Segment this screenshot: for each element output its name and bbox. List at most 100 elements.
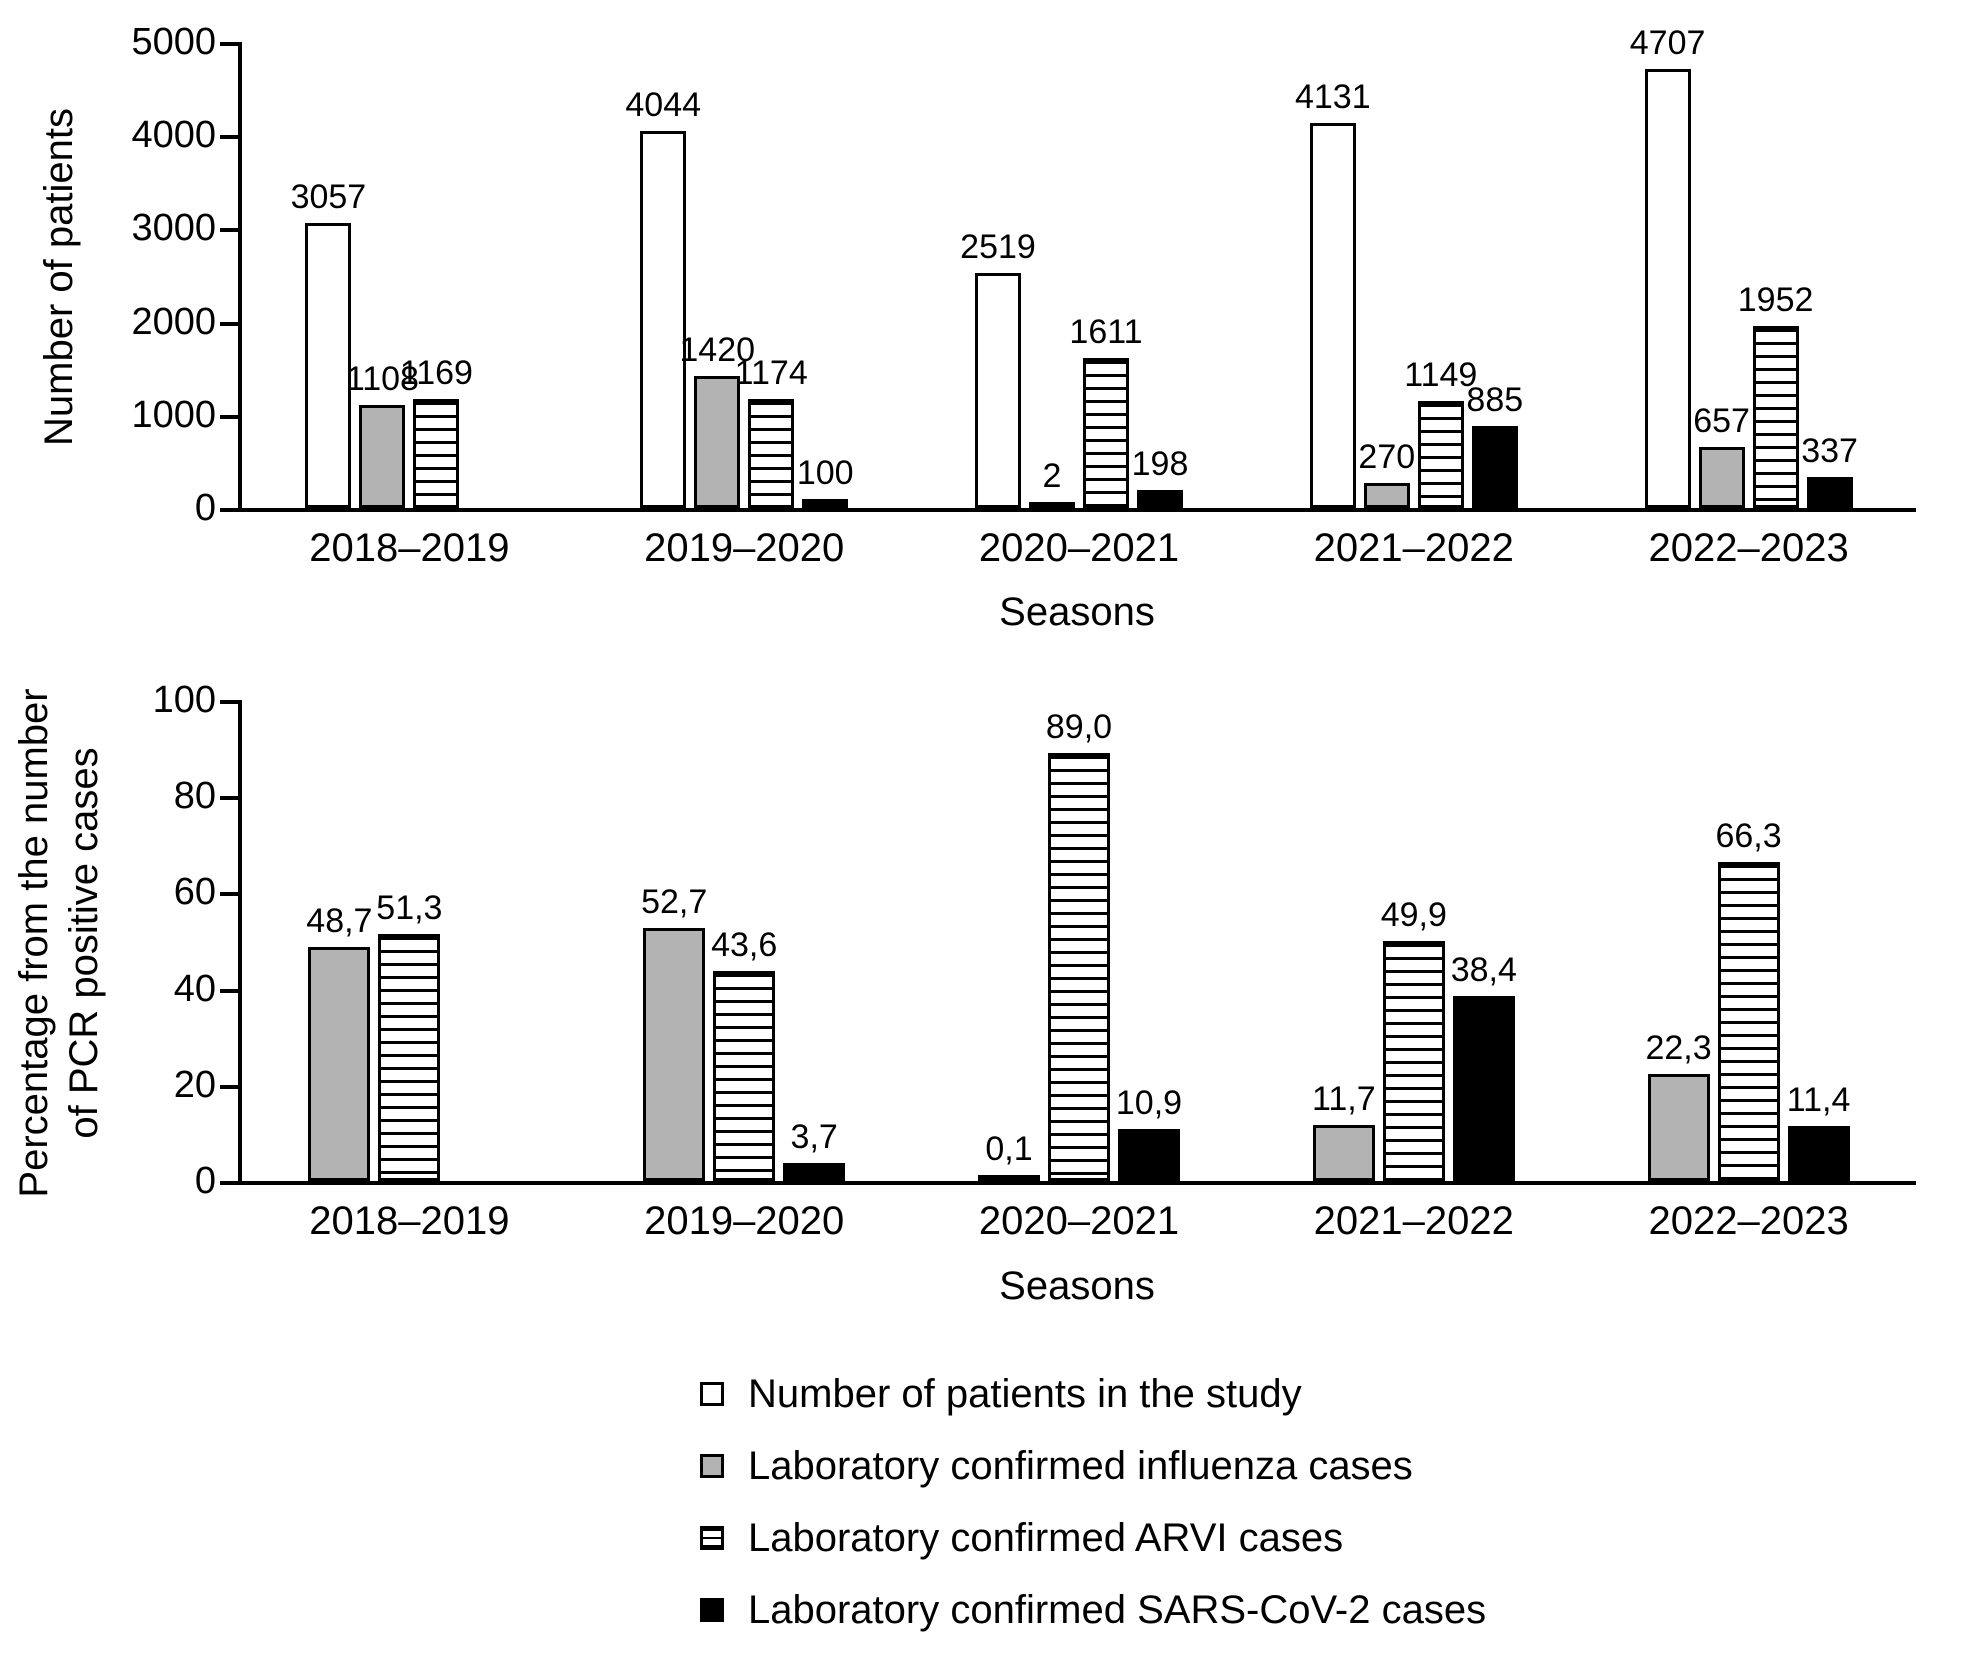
- bar-value-label: 4131: [1294, 78, 1371, 116]
- bar-value-label: 198: [1131, 444, 1189, 483]
- bar-slot: 11,4: [1786, 1081, 1851, 1181]
- bar-slot: 1420: [679, 333, 755, 508]
- bar-black: [783, 1163, 846, 1181]
- legend-label: Number of patients in the study: [748, 1372, 1302, 1416]
- x-axis-title: Seasons: [999, 1264, 1155, 1308]
- y-tick-label: 3000: [131, 207, 216, 250]
- bar-group: 52,7 43,6 3,7: [577, 885, 912, 1181]
- y-tick-label: 20: [173, 1063, 216, 1106]
- x-category-label: 2022–2023: [1648, 526, 1849, 570]
- bar-value-label: 11,4: [1786, 1081, 1851, 1120]
- bar-group: 4044 1420 1174 100: [577, 88, 912, 508]
- bar-striped: [1082, 357, 1129, 508]
- y-tick-label: 0: [194, 487, 216, 529]
- x-category-label: 2018–2019: [309, 1199, 510, 1243]
- bar-slot: 657: [1693, 404, 1750, 508]
- bar-value-label: 22,3: [1645, 1028, 1712, 1067]
- bar-slot: 2519: [960, 230, 1036, 508]
- bar-slot: 52,7: [641, 882, 708, 1181]
- chart-pcr-positive-percentage: Percentage from the number of PCR positi…: [0, 681, 1978, 1350]
- bar-striped: [713, 971, 776, 1181]
- x-category-label: 2019–2020: [644, 1199, 845, 1243]
- y-tick-mark: [220, 135, 240, 140]
- bar-slot: 2: [1028, 459, 1075, 508]
- bar-white: [1309, 123, 1356, 508]
- bar-value-label: 1169: [399, 354, 473, 393]
- x-category-label: 2020–2021: [978, 1199, 1180, 1243]
- bar-value-label: 1108: [345, 359, 419, 398]
- legend-label: Laboratory confirmed influenza cases: [748, 1444, 1413, 1488]
- legend-swatch-striped-icon: [700, 1526, 724, 1550]
- bar-black: [1117, 1128, 1180, 1181]
- y-axis-title-line: Percentage from the number: [12, 687, 56, 1198]
- y-tick-mark: [220, 321, 240, 326]
- bar-value-label: 66,3: [1715, 817, 1782, 856]
- bar-gray: [977, 1175, 1040, 1181]
- bar-slot: 38,4: [1450, 951, 1517, 1181]
- bar-slot: 198: [1132, 447, 1188, 508]
- bar-slot: 0,1: [977, 1130, 1040, 1181]
- bar-group: 4707 657 1952 337: [1581, 26, 1916, 508]
- y-tick-mark: [220, 508, 240, 512]
- bar-slot: 1174: [735, 356, 808, 508]
- bar-white: [640, 131, 687, 508]
- bar-value-label: 51,3: [376, 889, 443, 928]
- bar-black: [802, 498, 849, 508]
- bar-value-label: 49,9: [1380, 895, 1447, 934]
- bar-value-label: 89,0: [1045, 707, 1113, 746]
- bar-black: [1471, 425, 1518, 508]
- bar-group: 4131 270 1149 885: [1246, 80, 1581, 508]
- y-tick-mark: [220, 988, 240, 993]
- bar-slot: 49,9: [1380, 895, 1447, 1181]
- chart-number-of-patients: Number of patients 0 1000 2000 3000 4000 5000…: [0, 23, 1978, 692]
- y-tick-label: 0: [194, 1160, 216, 1202]
- bar-value-label: 4044: [625, 86, 702, 125]
- bar-striped: [413, 399, 460, 508]
- bar-striped: [1717, 862, 1780, 1181]
- y-tick-label: 60: [173, 871, 216, 914]
- y-tick-label: 80: [173, 775, 216, 818]
- bar-gray: [694, 375, 741, 508]
- bar-value-label: 1420: [679, 330, 756, 369]
- y-tick-label: 100: [152, 679, 216, 721]
- legend-swatch-gray-icon: [700, 1454, 724, 1478]
- legend-label: Laboratory confirmed ARVI cases: [748, 1516, 1344, 1560]
- bar-slot: 1611: [1069, 315, 1143, 508]
- bar-white: [1644, 69, 1691, 508]
- x-category-label: 2022–2023: [1648, 1199, 1849, 1243]
- bar-value-label: 11,7: [1311, 1079, 1376, 1118]
- x-axis-title: Seasons: [999, 590, 1155, 634]
- y-tick-mark: [220, 228, 240, 233]
- bar-striped: [1382, 940, 1445, 1181]
- bar-gray: [643, 927, 706, 1181]
- bar-value-label: 100: [796, 453, 854, 492]
- legend-item: Laboratory confirmed influenza cases: [700, 1444, 1486, 1488]
- bar-black: [1452, 996, 1515, 1181]
- bar-slot: 885: [1466, 383, 1523, 508]
- bar-slot: 337: [1801, 434, 1858, 508]
- bar-slot: 22,3: [1645, 1028, 1712, 1181]
- bar-slot: 3,7: [783, 1120, 846, 1181]
- bar-black: [1787, 1126, 1850, 1181]
- bar-black: [1136, 489, 1183, 508]
- y-tick-label: 40: [173, 967, 216, 1010]
- bar-gray: [1028, 502, 1075, 508]
- bar-slot: 11,7: [1311, 1079, 1376, 1181]
- bar-striped: [1417, 400, 1464, 508]
- bar-gray: [359, 404, 406, 508]
- bar-value-label: 38,4: [1450, 951, 1517, 990]
- y-tick-mark: [220, 1084, 240, 1089]
- bar-value-label: 657: [1693, 401, 1750, 440]
- bar-striped: [1752, 326, 1799, 508]
- bar-gray: [308, 946, 371, 1181]
- legend-item: Laboratory confirmed SARS-CoV-2 cases: [700, 1588, 1486, 1632]
- bar-value-label: 52,7: [641, 882, 708, 921]
- bar-value-label: 337: [1801, 431, 1858, 470]
- y-axis-title-line: of PCR positive cases: [62, 746, 106, 1139]
- y-tick-mark: [220, 796, 240, 801]
- y-tick-mark: [220, 892, 240, 897]
- bar-value-label: 4707: [1629, 24, 1706, 63]
- bar-gray: [1363, 482, 1410, 508]
- bar-value-label: 0,1: [985, 1130, 1033, 1168]
- bar-striped: [378, 934, 441, 1181]
